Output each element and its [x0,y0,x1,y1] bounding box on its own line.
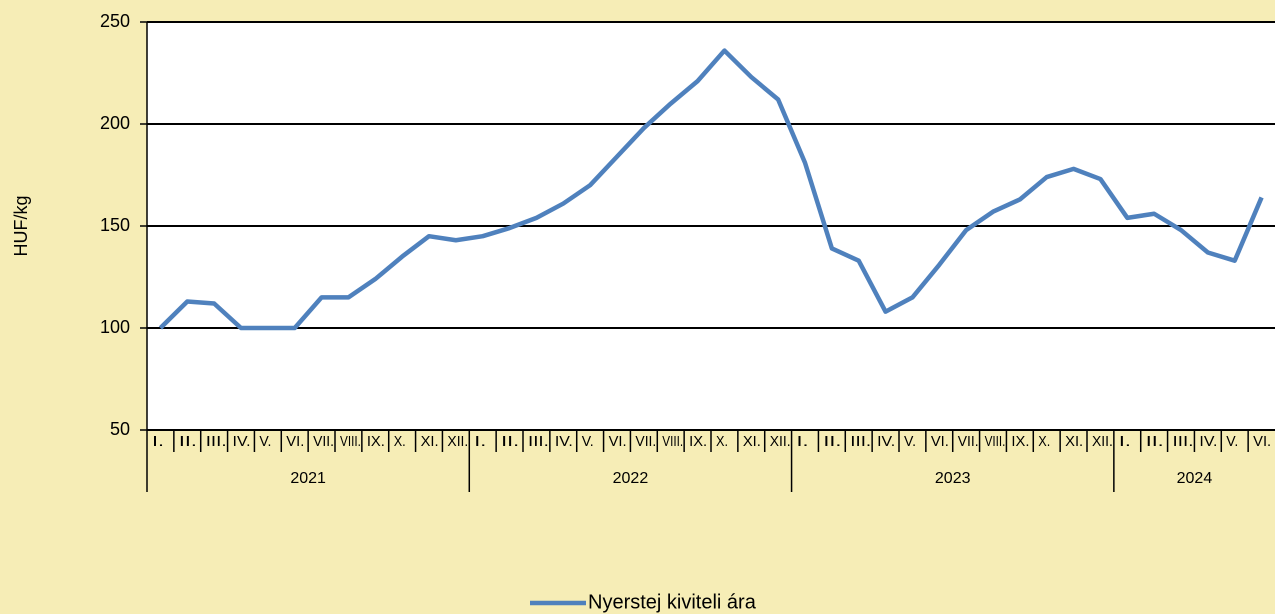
x-tick-label: VIII. [340,433,361,450]
x-tick-label: IV. [877,433,895,450]
y-axis-label: HUF/kg [11,195,31,256]
x-tick-label: IX. [1011,433,1029,450]
y-tick-label: 250 [100,11,130,31]
x-tick-label: III. [850,433,871,450]
x-tick-label: X. [1038,433,1050,450]
x-tick-label: VI. [609,433,627,450]
x-tick-label: XI. [743,433,761,450]
x-tick-label: IX. [367,433,385,450]
x-tick-label: VII. [635,433,656,450]
x-tick-label: XII. [447,433,468,450]
x-tick-label: XI. [1065,433,1083,450]
x-group-label: 2021 [290,470,326,487]
x-tick-label: X. [394,433,406,450]
x-tick-label: I. [797,433,809,450]
x-tick-label: II. [1146,433,1164,450]
x-tick-label: IV. [233,433,251,450]
x-tick-label: III. [1173,433,1194,450]
x-tick-label: IV. [555,433,573,450]
data-line [158,48,1264,331]
x-tick-label: VIII. [985,433,1006,450]
x-tick-label: V. [259,433,271,450]
x-tick-label: X. [716,433,728,450]
x-tick-label: IV. [1199,433,1217,450]
x-tick-label: I. [152,433,164,450]
x-tick-label: XI. [421,433,439,450]
x-tick-label: V. [1226,433,1238,450]
legend-label: Nyerstej kiviteli ára [588,591,757,613]
x-tick-label: XII. [1092,433,1113,450]
x-group-label: 2022 [613,470,649,487]
x-tick-label: II. [179,433,197,450]
x-group-label: 2024 [1177,470,1213,487]
x-tick-label: VI. [286,433,304,450]
x-tick-label: III. [206,433,227,450]
x-tick-label: II. [823,433,841,450]
y-tick-label: 50 [110,419,130,439]
y-tick-label: 200 [100,113,130,133]
x-tick-label: VII. [313,433,334,450]
x-tick-label: III. [528,433,549,450]
x-tick-label: XII. [770,433,791,450]
x-tick-label: VI. [1253,433,1271,450]
x-group-label: 2023 [935,470,971,487]
y-tick-label: 150 [100,215,130,235]
x-tick-label: VI. [931,433,949,450]
x-tick-label: IX. [689,433,707,450]
x-tick-label: II. [501,433,519,450]
x-tick-label: I. [1119,433,1131,450]
x-tick-label: VIII. [662,433,683,450]
x-tick-label: V. [904,433,916,450]
x-tick-label: I. [474,433,486,450]
y-tick-label: 100 [100,317,130,337]
x-tick-label: V. [582,433,594,450]
x-tick-label: VII. [958,433,979,450]
